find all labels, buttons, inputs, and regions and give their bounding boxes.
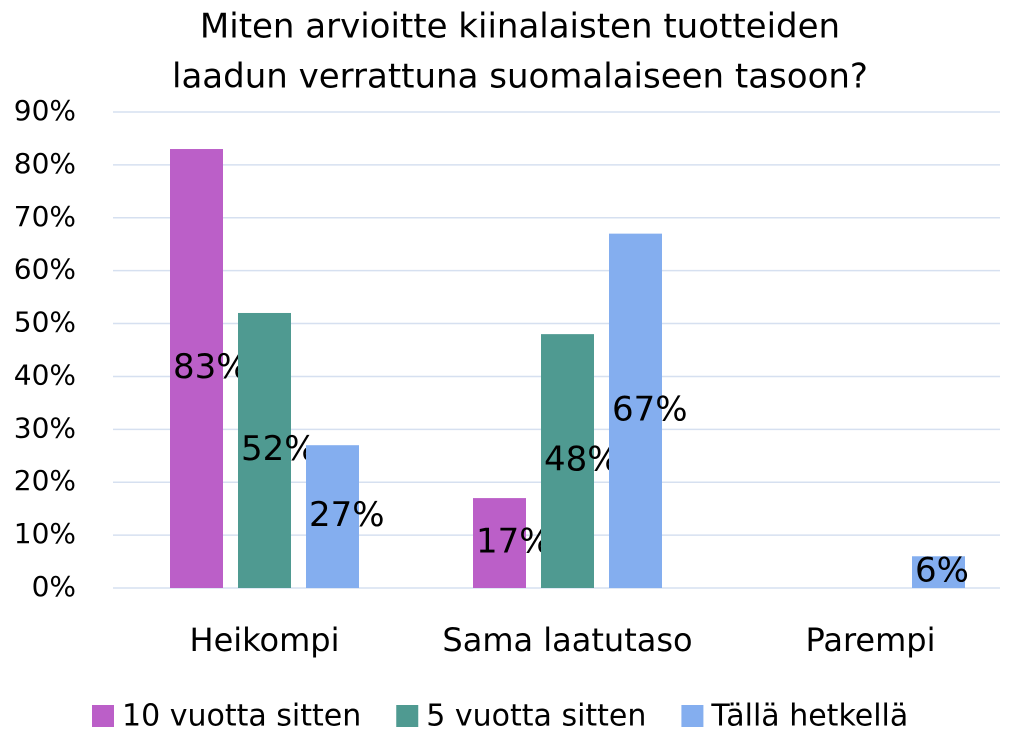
- bar: [541, 334, 594, 588]
- y-tick-label: 40%: [14, 358, 76, 391]
- bar: [912, 556, 965, 588]
- chart-title: laadun verrattuna suomalaiseen tasoon?: [172, 57, 868, 97]
- legend-label: Tällä hetkellä: [710, 699, 908, 732]
- bar: [473, 498, 526, 588]
- y-tick-label: 60%: [14, 253, 76, 286]
- y-tick-label: 20%: [14, 464, 76, 497]
- data-label: 52%: [241, 429, 317, 469]
- data-label: 67%: [612, 389, 688, 429]
- y-tick-label: 50%: [14, 306, 76, 339]
- data-label: 6%: [915, 551, 969, 591]
- legend-swatch: [396, 705, 419, 727]
- bar: [170, 149, 223, 588]
- y-tick-label: 70%: [14, 200, 76, 233]
- x-tick-label: Sama laatutaso: [442, 621, 692, 659]
- y-tick-label: 90%: [14, 94, 76, 127]
- data-label: 48%: [544, 440, 620, 480]
- y-tick-label: 80%: [14, 147, 76, 180]
- bar: [238, 312, 291, 588]
- y-tick-label: 0%: [32, 570, 76, 603]
- bar: [306, 445, 359, 588]
- legend-swatch: [681, 705, 704, 727]
- data-label: 83%: [173, 347, 249, 387]
- y-tick-label: 30%: [14, 411, 76, 444]
- x-tick-label: Heikompi: [190, 621, 340, 659]
- y-tick-label: 10%: [14, 517, 76, 550]
- data-label: 17%: [476, 522, 552, 562]
- data-label: 27%: [309, 495, 385, 535]
- legend-label: 10 vuotta sitten: [122, 699, 361, 732]
- legend-label: 5 vuotta sitten: [426, 699, 646, 732]
- bar: [609, 233, 662, 588]
- x-tick-label: Parempi: [806, 621, 936, 659]
- legend-swatch: [92, 705, 114, 727]
- chart-title: Miten arvioitte kiinalaisten tuotteiden: [200, 7, 840, 47]
